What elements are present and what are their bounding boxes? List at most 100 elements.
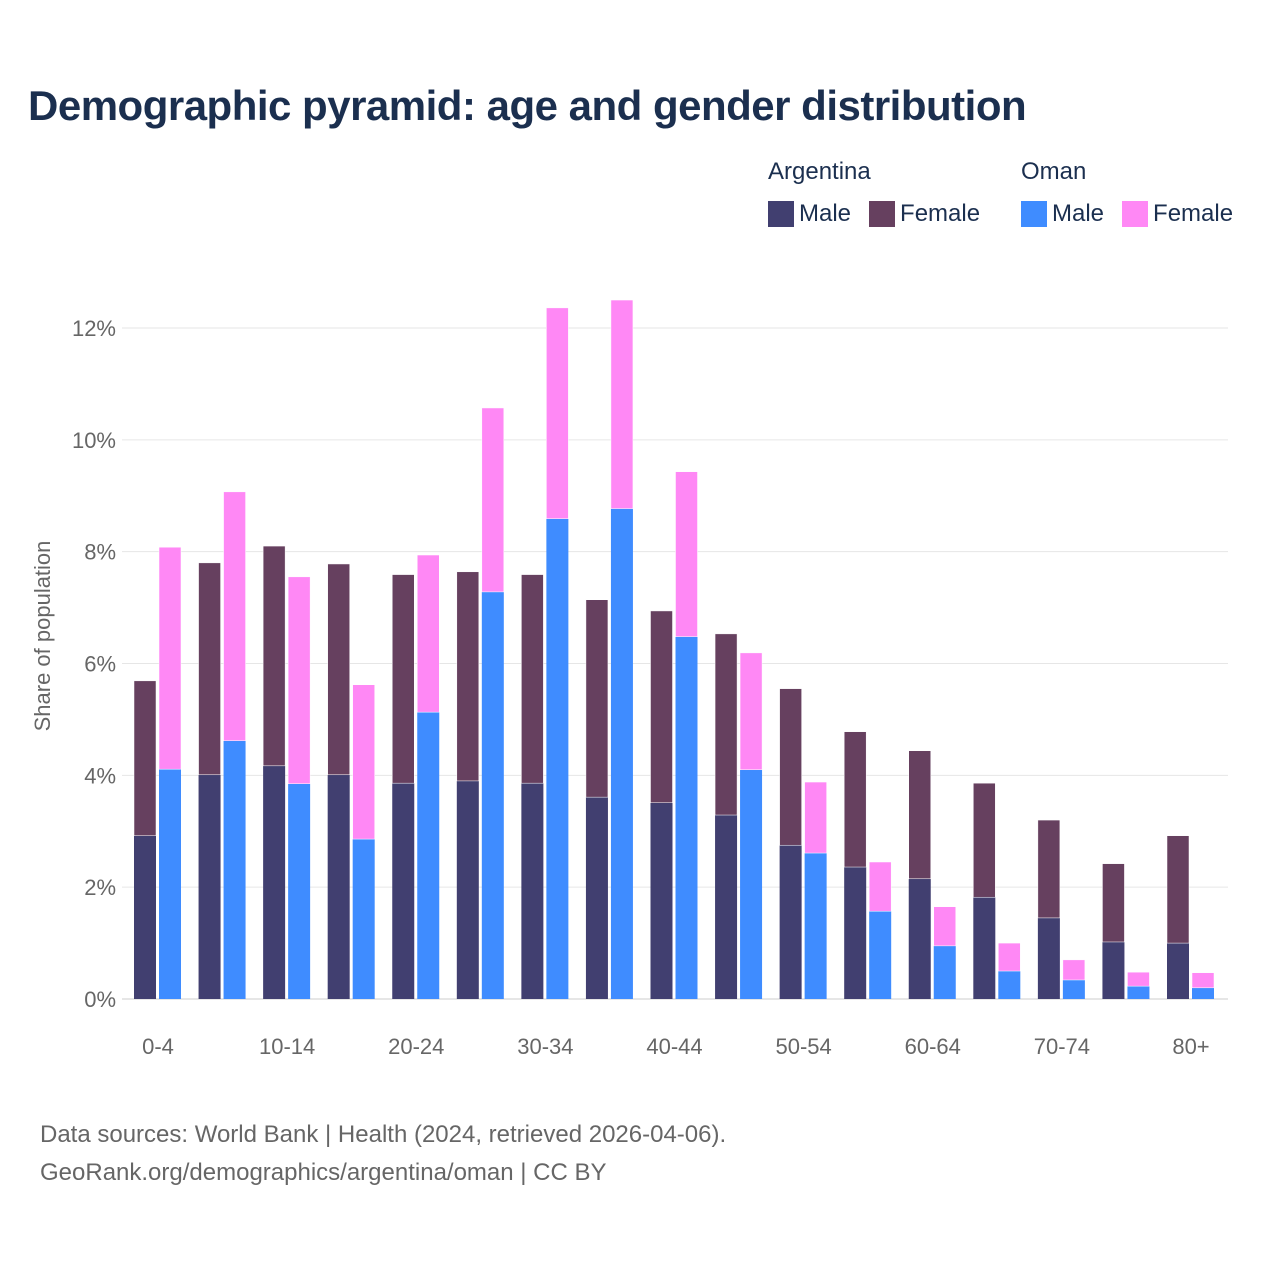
bar-oman-male: [417, 712, 440, 999]
x-tick-label: 40-44: [646, 1034, 702, 1059]
y-tick-label: 0%: [84, 987, 116, 1012]
bar-argentina-male: [521, 783, 544, 999]
bar-argentina-female: [843, 731, 867, 868]
bar-argentina-male: [844, 867, 867, 999]
bar-oman-female: [1191, 972, 1215, 989]
bar-argentina-male: [715, 815, 738, 999]
y-tick-label: 2%: [84, 875, 116, 900]
bar-argentina-female: [650, 610, 673, 803]
bar-oman-female: [158, 546, 182, 770]
bar-oman-male: [223, 740, 246, 999]
y-tick-label: 6%: [84, 652, 116, 677]
bar-argentina-female: [1037, 819, 1061, 919]
bar-argentina-male: [198, 774, 221, 999]
bar-argentina-male: [134, 835, 156, 999]
bar-oman-female: [417, 554, 440, 713]
bar-argentina-female: [133, 680, 157, 836]
y-tick-label: 4%: [84, 763, 116, 788]
legend-label: Female: [900, 200, 981, 227]
bar-argentina-female: [456, 571, 480, 782]
x-tick-label: 70-74: [1034, 1034, 1090, 1059]
bar-argentina-male: [263, 765, 286, 999]
bar-argentina-male: [392, 783, 415, 999]
footer-attribution: GeoRank.org/demographics/argentina/oman …: [40, 1159, 607, 1186]
y-tick-label: 10%: [72, 428, 116, 453]
bar-argentina-male: [1102, 941, 1125, 999]
bar-oman-female: [998, 942, 1021, 972]
y-tick-label: 8%: [84, 540, 116, 565]
bar-argentina-male: [327, 774, 350, 999]
bar-oman-female: [1062, 959, 1086, 981]
legend-item-argentina-male: Male: [768, 200, 851, 228]
legend-item-argentina-female: Female: [869, 200, 980, 228]
bar-oman-female: [868, 861, 892, 912]
bar-oman-male: [933, 945, 956, 999]
bar-oman-male: [159, 769, 181, 999]
bar-argentina-female: [908, 750, 931, 880]
bar-oman-female: [352, 684, 375, 840]
bar-oman-male: [1127, 986, 1150, 999]
bar-oman-female: [739, 652, 763, 770]
bar-argentina-male: [1037, 917, 1060, 999]
footer-sources: Data sources: World Bank | Health (2024,…: [40, 1121, 727, 1148]
x-tick-label: 20-24: [388, 1034, 444, 1059]
legend-swatch: [869, 201, 896, 227]
bar-oman-female: [481, 407, 505, 593]
y-axis-label: Share of population: [30, 541, 55, 732]
bar-argentina-male: [973, 897, 996, 999]
bar-argentina-female: [1166, 835, 1190, 944]
x-tick-label: 10-14: [259, 1034, 315, 1059]
x-tick-label: 30-34: [517, 1034, 573, 1059]
legend-swatch: [768, 201, 794, 227]
y-tick-label: 12%: [72, 316, 116, 341]
bar-oman-female: [610, 299, 634, 509]
bar-argentina-male: [650, 802, 673, 999]
bar-argentina-female: [973, 782, 996, 898]
bar-argentina-female: [521, 574, 544, 784]
bar-oman-female: [546, 307, 569, 519]
bar-oman-female: [804, 781, 827, 854]
legend-group-label: Argentina: [768, 158, 871, 185]
bar-argentina-female: [1102, 863, 1125, 943]
bar-oman-male: [481, 591, 504, 999]
legend-item-oman-female: Female: [1122, 200, 1233, 228]
legend-swatch: [1122, 201, 1149, 227]
bar-oman-male: [1062, 979, 1085, 999]
bar-oman-male: [869, 911, 892, 999]
x-tick-label: 0-4: [142, 1034, 174, 1059]
bar-oman-male: [610, 508, 633, 999]
bar-oman-female: [933, 906, 956, 947]
legend-label: Male: [799, 200, 852, 227]
bar-oman-male: [1192, 987, 1214, 999]
bar-oman-male: [546, 518, 569, 999]
bar-argentina-female: [585, 599, 609, 798]
bar-argentina-male: [1167, 943, 1189, 999]
bar-argentina-male: [779, 845, 802, 999]
bar-argentina-female: [714, 633, 738, 816]
bar-argentina-male: [456, 780, 479, 999]
x-tick-label: 60-64: [905, 1034, 961, 1059]
bar-argentina-female: [779, 688, 802, 846]
bar-argentina-male: [908, 878, 931, 999]
legend-item-oman-male: Male: [1021, 200, 1104, 228]
legend-group-label: Oman: [1021, 158, 1087, 185]
legend-label: Female: [1153, 200, 1234, 227]
bar-oman-male: [804, 853, 827, 999]
legend-argentina: Argentina Male Female: [768, 158, 980, 228]
bar-argentina-female: [392, 574, 415, 784]
bar-oman-female: [287, 576, 311, 784]
legend-label: Male: [1052, 200, 1105, 227]
bar-oman-male: [740, 769, 763, 999]
bar-argentina-male: [585, 797, 608, 999]
bar-oman-female: [675, 471, 698, 637]
bar-oman-female: [223, 491, 246, 741]
bar-oman-male: [675, 636, 698, 999]
bar-oman-male: [352, 839, 375, 999]
bar-oman-male: [288, 783, 311, 999]
legend-oman: Oman Male Female: [1021, 158, 1233, 228]
bar-argentina-female: [327, 563, 350, 776]
bar-oman-female: [1127, 971, 1150, 987]
x-tick-label: 80+: [1172, 1034, 1209, 1059]
x-tick-label: 50-54: [775, 1034, 831, 1059]
